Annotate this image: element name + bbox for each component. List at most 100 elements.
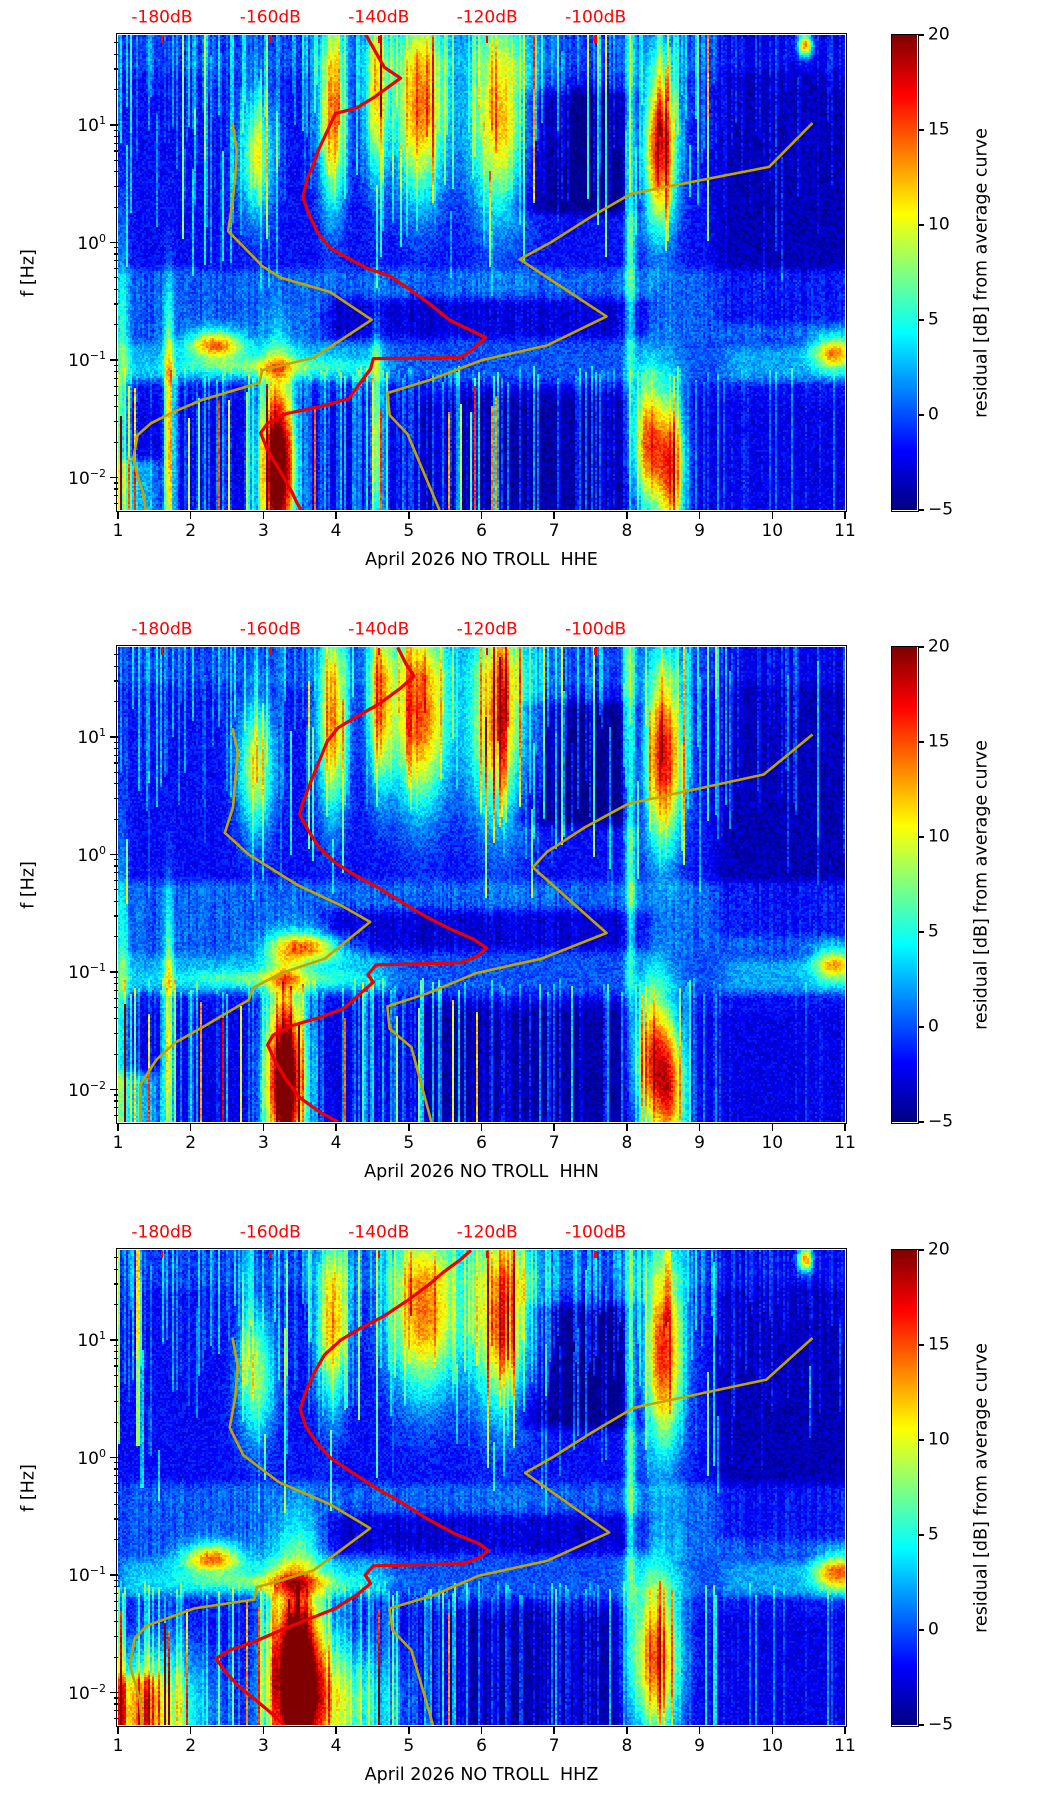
y-minor-tick: [113, 976, 118, 979]
y-minor-tick: [113, 441, 118, 443]
top-db-tick: [485, 648, 489, 655]
x-tick: [844, 511, 846, 519]
y-minor-tick: [113, 1018, 118, 1020]
top-db-label: -140dB: [348, 7, 410, 28]
y-minor-tick: [113, 1475, 118, 1477]
y-tick: [110, 853, 118, 856]
y-minor-tick: [113, 1462, 118, 1464]
top-db-tick: [485, 36, 489, 43]
top-db-label: -140dB: [348, 619, 410, 640]
colorbar-tick-label: −5: [928, 1714, 954, 1735]
colorbar-tick: [918, 1249, 924, 1251]
colorbar-tick: [918, 1439, 924, 1441]
y-tick-label: 100: [77, 231, 106, 254]
y-minor-tick: [113, 171, 118, 173]
x-tick: [844, 1726, 846, 1734]
x-tick: [189, 1726, 192, 1734]
y-minor-tick: [113, 747, 118, 749]
x-tick-label: 10: [761, 1133, 784, 1153]
y-minor-tick: [113, 324, 118, 326]
x-tick-label: 11: [834, 1736, 856, 1756]
x-tick-label: 1: [112, 1736, 124, 1756]
y-minor-tick: [113, 997, 118, 999]
colorbar-tick-label: 5: [928, 309, 939, 330]
colorbar-tick: [918, 34, 924, 36]
colorbar-tick: [918, 509, 924, 511]
top-db-tick: [485, 1251, 489, 1258]
y-minor-tick: [113, 1400, 118, 1403]
colorbar-tick-label: 5: [928, 1524, 939, 1545]
spectrogram-heatmap: [118, 35, 845, 510]
colorbar-tick: [918, 931, 924, 933]
y-minor-tick: [113, 1386, 118, 1388]
y-minor-tick: [113, 503, 118, 505]
y-tick: [110, 1088, 118, 1091]
y-tick: [110, 1339, 118, 1341]
x-tick: [480, 511, 483, 519]
colorbar-tick-label: 15: [928, 1334, 950, 1355]
y-tick-label: 101: [77, 114, 106, 136]
y-tick: [110, 736, 118, 738]
y-minor-tick: [113, 1268, 118, 1270]
colorbar-tick-label: 15: [928, 119, 950, 140]
y-minor-tick: [113, 495, 118, 497]
y-axis-label: f [Hz]: [18, 1463, 39, 1512]
top-db-tick: [594, 1251, 597, 1258]
x-tick: [553, 511, 555, 519]
x-tick: [626, 1726, 628, 1734]
x-tick-label: 2: [185, 521, 197, 541]
colorbar-tick: [918, 1629, 924, 1631]
y-minor-tick: [113, 482, 118, 484]
top-db-label: -180dB: [131, 1222, 193, 1243]
y-minor-tick: [113, 253, 118, 255]
y-minor-tick: [113, 982, 118, 985]
colorbar: [892, 647, 917, 1122]
x-tick: [480, 1123, 483, 1131]
y-minor-tick: [113, 880, 118, 882]
y-minor-tick: [113, 1609, 118, 1612]
x-tick: [408, 1123, 410, 1131]
y-minor-tick: [113, 1107, 118, 1109]
spectrogram-heatmap: [118, 1250, 845, 1725]
y-minor-tick: [113, 818, 118, 820]
y-minor-tick: [113, 741, 118, 743]
x-tick: [698, 511, 701, 519]
y-minor-tick: [113, 142, 118, 144]
x-tick-label: 8: [621, 1133, 633, 1153]
y-tick-label: 10−1: [68, 961, 106, 983]
top-db-label: -100dB: [565, 7, 627, 28]
y-minor-tick: [113, 394, 118, 397]
colorbar-tick: [918, 319, 924, 321]
y-minor-tick: [113, 420, 118, 423]
y-minor-tick: [113, 370, 118, 373]
y-minor-tick: [113, 783, 118, 785]
x-tick-label: 7: [548, 521, 560, 541]
top-db-tick: [594, 648, 597, 655]
y-tick: [110, 124, 118, 126]
y-minor-tick: [113, 1518, 118, 1520]
y-minor-tick: [113, 1579, 118, 1582]
y-minor-tick: [113, 865, 118, 867]
y-minor-tick: [113, 915, 118, 917]
colorbar-tick: [918, 741, 924, 743]
x-tick: [189, 511, 192, 519]
top-db-tick: [160, 1251, 164, 1258]
y-tick: [110, 359, 118, 361]
y-minor-tick: [113, 1718, 118, 1720]
y-tick: [110, 971, 118, 973]
x-tick: [553, 1123, 555, 1131]
top-db-tick: [160, 648, 164, 655]
x-tick-label: 5: [403, 521, 415, 541]
y-minor-tick: [113, 1357, 118, 1359]
y-minor-tick: [113, 89, 118, 91]
y-minor-tick: [113, 260, 118, 262]
y-minor-tick: [113, 268, 118, 270]
y-tick-label: 10−1: [68, 1564, 106, 1586]
colorbar-label: residual [dB] from average curve: [971, 127, 992, 418]
y-minor-tick: [113, 1483, 118, 1485]
y-minor-tick: [113, 654, 118, 656]
top-db-label: -180dB: [131, 619, 193, 640]
x-tick: [335, 1726, 337, 1734]
y-tick: [110, 241, 118, 244]
top-db-label: -160dB: [239, 7, 301, 28]
